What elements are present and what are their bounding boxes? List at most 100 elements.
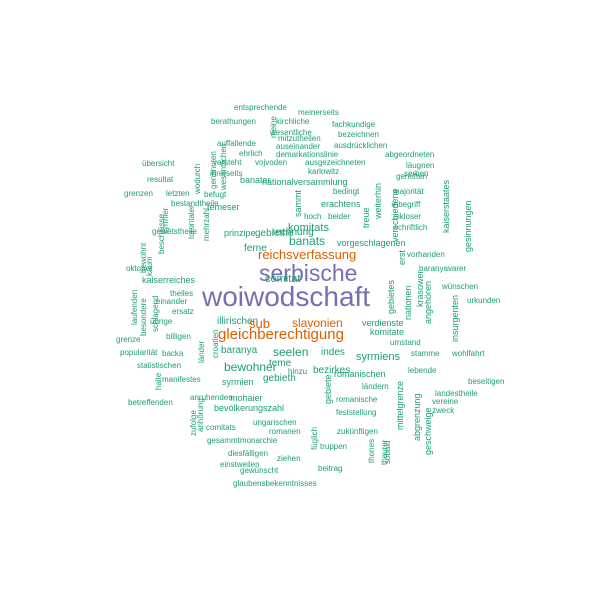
word-51: fachkundige bbox=[332, 120, 376, 129]
word-142: syrmier bbox=[161, 207, 170, 234]
word-145: wodurch bbox=[193, 163, 202, 194]
word-14: rechnung bbox=[272, 227, 314, 238]
word-53: mitzutheilen bbox=[278, 134, 321, 143]
word-86: wünschen bbox=[442, 282, 479, 291]
word-121: weiterhin bbox=[373, 182, 383, 219]
word-95: backa bbox=[162, 349, 184, 358]
word-100: manifestes bbox=[162, 375, 201, 384]
word-74: letzten bbox=[166, 189, 190, 198]
word-27: temeser bbox=[207, 202, 240, 212]
word-31: mohaier bbox=[230, 393, 263, 403]
word-28: erachtens bbox=[321, 199, 361, 209]
word-126: thones bbox=[367, 438, 376, 463]
word-6: banats bbox=[289, 234, 326, 248]
word-15: ferne bbox=[244, 243, 267, 254]
word-56: bezeichnen bbox=[338, 130, 379, 139]
word-40: diesfälligen bbox=[228, 449, 269, 458]
word-47: entsprechende bbox=[234, 103, 287, 112]
word-113: insurgenten bbox=[450, 294, 460, 342]
word-80: beider bbox=[328, 212, 351, 221]
word-93: billigen bbox=[166, 332, 191, 341]
word-57: ausdrücklichen bbox=[334, 141, 388, 150]
word-1: serbische bbox=[259, 260, 358, 286]
word-23: kaiserreiches bbox=[142, 275, 196, 285]
word-98: statistischen bbox=[137, 361, 182, 370]
word-88: urkunden bbox=[467, 296, 501, 305]
word-44: beitrag bbox=[318, 464, 343, 473]
word-18: gebieth bbox=[263, 373, 296, 384]
word-29: bevölkerungszahl bbox=[214, 403, 285, 413]
word-4: slavonien bbox=[292, 316, 343, 330]
word-104: landestheile bbox=[435, 389, 478, 398]
word-84: baranyavarer bbox=[419, 264, 467, 273]
word-30: syrmien bbox=[222, 377, 254, 387]
word-123: mittelgrenze bbox=[395, 380, 405, 430]
word-5: sub bbox=[249, 316, 270, 331]
word-12: baranya bbox=[221, 345, 258, 356]
word-132: besondere bbox=[139, 298, 148, 336]
word-54: auffallende bbox=[217, 139, 256, 148]
word-85: oktober bbox=[126, 264, 153, 273]
word-130: gebiete bbox=[323, 374, 333, 404]
word-16: gebiethe bbox=[255, 228, 294, 239]
word-69: gereiften bbox=[396, 172, 428, 181]
word-61: versteht bbox=[213, 158, 242, 167]
word-67: ihrerseits bbox=[210, 169, 243, 178]
word-19: indes bbox=[321, 347, 345, 358]
word-32: verdienste bbox=[362, 318, 404, 328]
word-146: genannten bbox=[209, 151, 218, 189]
word-73: grenzen bbox=[124, 189, 153, 198]
word-110: kaiserstaates bbox=[441, 179, 451, 233]
word-24: vorgeschlagenen bbox=[337, 238, 406, 248]
word-125: geschweige bbox=[423, 407, 433, 455]
word-96: stamme bbox=[411, 349, 440, 358]
word-90: ersatz bbox=[172, 307, 194, 316]
word-66: übersicht bbox=[142, 159, 175, 168]
word-35: feststellung bbox=[336, 408, 377, 417]
word-76: inbegriff bbox=[392, 200, 421, 209]
word-120: verschiedene bbox=[390, 188, 400, 242]
word-50: kirchliche bbox=[276, 117, 310, 126]
word-63: ausgezeichneten bbox=[305, 158, 366, 167]
word-48: meinerseits bbox=[298, 108, 339, 117]
word-97: wohlfahrt bbox=[452, 349, 485, 358]
word-81: schriftlich bbox=[394, 223, 428, 232]
word-3: reichsverfassung bbox=[258, 247, 357, 262]
word-136: croatien bbox=[211, 329, 220, 358]
word-94: popularität bbox=[120, 348, 158, 357]
word-144: mehrzahl bbox=[202, 208, 211, 241]
word-71: bedingt bbox=[333, 187, 360, 196]
word-8: seelen bbox=[273, 345, 309, 359]
word-36: zukünftigen bbox=[337, 427, 378, 436]
word-11: comitat bbox=[265, 273, 301, 285]
word-116: gebietes bbox=[386, 279, 396, 314]
word-108: zweck bbox=[432, 406, 455, 415]
word-0: woiwodschaft bbox=[202, 281, 371, 312]
word-60: abgeordneten bbox=[385, 150, 435, 159]
word-101: hinzu bbox=[288, 367, 308, 376]
word-83: vorhanden bbox=[407, 250, 445, 259]
word-114: angehören bbox=[423, 280, 433, 324]
word-124: abgrenzung bbox=[412, 393, 422, 441]
word-38: romanen bbox=[269, 427, 301, 436]
word-131: laufenden bbox=[130, 289, 139, 325]
word-22: prinzipe bbox=[224, 228, 256, 238]
word-20: bezirkes bbox=[313, 365, 351, 376]
word-129: füglich bbox=[310, 426, 319, 450]
word-17: teme bbox=[269, 358, 292, 369]
word-45: gewünscht bbox=[240, 466, 279, 475]
word-79: hoch bbox=[304, 212, 322, 221]
word-34: romanische bbox=[336, 395, 378, 404]
word-109: comitats bbox=[206, 423, 236, 432]
word-128: theurer bbox=[380, 439, 389, 465]
word-138: anhörung bbox=[196, 398, 205, 432]
word-118: komitate bbox=[370, 327, 405, 337]
word-105: anruhenden bbox=[190, 393, 233, 402]
word-72: majorität bbox=[393, 187, 424, 196]
word-9: syrmiens bbox=[356, 351, 401, 363]
word-78: sikloser bbox=[394, 212, 422, 221]
word-64: serben bbox=[404, 169, 429, 178]
word-46: glaubensbekenntnisses bbox=[233, 479, 317, 488]
word-70: resultat bbox=[147, 175, 174, 184]
